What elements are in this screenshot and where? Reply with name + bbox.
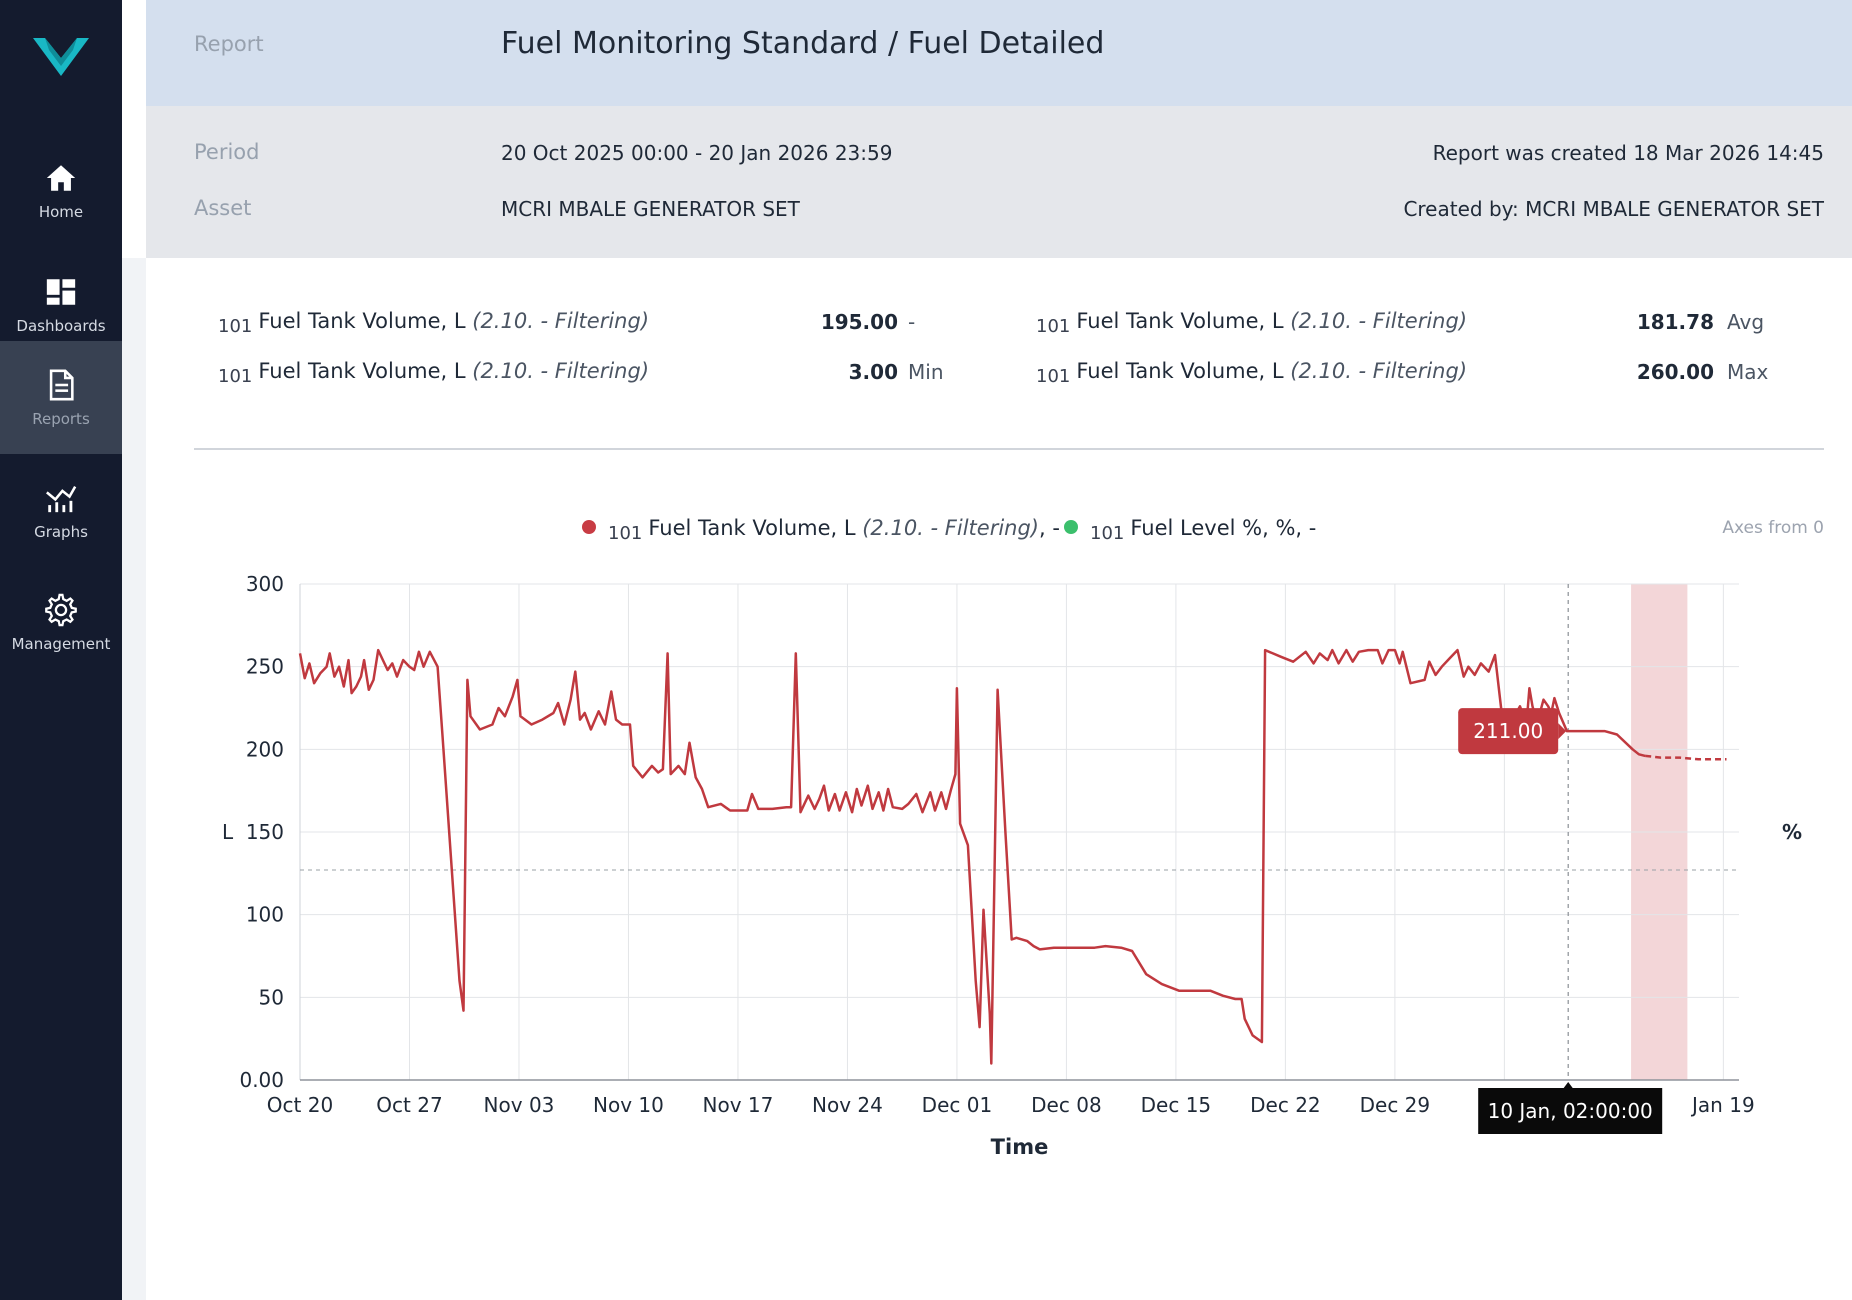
series-dot-icon xyxy=(582,520,596,534)
x-tick-label: Nov 24 xyxy=(812,1093,883,1117)
report-label: Report xyxy=(194,32,264,56)
legend-suffix: , - xyxy=(1039,516,1060,540)
period-value: 20 Oct 2025 00:00 - 20 Jan 2026 23:59 xyxy=(501,141,893,165)
x-tick-label: Dec 29 xyxy=(1360,1093,1431,1117)
y-axis-label: L xyxy=(222,820,234,844)
brand-logo[interactable] xyxy=(33,36,89,80)
stat-prefix: 101 xyxy=(1036,366,1071,387)
stat-label: 101 Fuel Tank Volume, L (2.10. - Filterin… xyxy=(218,309,650,337)
x-tick-label: Oct 20 xyxy=(267,1093,333,1117)
chart-svg[interactable]: 0.00 50 100 150 200 250 300 Oct 20 Oct 27 Nov 03 N… xyxy=(146,560,1852,1180)
stat-prefix: 101 xyxy=(218,316,253,337)
stat-paren: (2.10. - Filtering) xyxy=(472,309,650,333)
x-axis-title: Time xyxy=(991,1135,1049,1159)
stat-name: Fuel Tank Volume, L xyxy=(258,359,466,383)
stat-paren: (2.10. - Filtering) xyxy=(472,359,650,383)
gear-icon xyxy=(45,593,77,626)
tooltip-value-pointer xyxy=(1558,723,1567,740)
sidebar-item-label: Graphs xyxy=(34,522,88,541)
stat-label: 101 Fuel Tank Volume, L (2.10. - Filterin… xyxy=(1036,359,1468,387)
report-meta: Period 20 Oct 2025 00:00 - 20 Jan 2026 2… xyxy=(146,106,1852,258)
reports-icon xyxy=(49,369,74,400)
legend-item-fuel-volume[interactable]: 101 Fuel Tank Volume, L (2.10. - Filterin… xyxy=(582,516,1060,544)
sidebar-item-management[interactable]: Management xyxy=(0,566,122,679)
sidebar-item-dashboards[interactable]: Dashboards xyxy=(0,248,122,361)
stat-value: 260.00 xyxy=(1636,360,1714,384)
stat-name: Fuel Tank Volume, L xyxy=(1076,359,1284,383)
x-tick-label: Dec 15 xyxy=(1141,1093,1212,1117)
asset-value: MCRI MBALE GENERATOR SET xyxy=(501,197,800,221)
sidebar-item-label: Home xyxy=(38,202,84,221)
stat-kind: Min xyxy=(908,360,944,384)
tooltip-value: 211.00 xyxy=(1473,719,1543,743)
y-tick-label: 150 xyxy=(246,820,284,844)
page-title: Fuel Monitoring Standard / Fuel Detailed xyxy=(501,26,1105,61)
stat-kind: Avg xyxy=(1727,310,1765,334)
dashboards-icon xyxy=(46,278,76,305)
sidebar-item-home[interactable]: Home xyxy=(0,134,122,247)
legend-paren: (2.10. - Filtering) xyxy=(862,516,1039,540)
legend-item-fuel-level[interactable]: 101 Fuel Level %, %, - xyxy=(1064,516,1317,544)
x-tick-label: Oct 27 xyxy=(376,1093,442,1117)
crosshair-label-box xyxy=(1478,1088,1663,1134)
y-tick-label: 300 xyxy=(246,572,284,596)
created-by: Created by: MCRI MBALE GENERATOR SET xyxy=(1403,197,1824,221)
created-date: Report was created 18 Mar 2026 14:45 xyxy=(1432,141,1824,165)
report-header: Report Fuel Monitoring Standard / Fuel D… xyxy=(146,0,1852,106)
sidebar-item-graphs[interactable]: Graphs xyxy=(0,454,122,567)
x-tick-label: Jan 19 xyxy=(1690,1093,1755,1117)
stat-value: 181.78 xyxy=(1636,310,1714,334)
sidebar-item-label: Management xyxy=(11,634,111,653)
legend-prefix: 101 xyxy=(1090,523,1125,544)
stat-label: 101 Fuel Tank Volume, L (2.10. - Filterin… xyxy=(218,359,650,387)
series-line-fuel-volume xyxy=(298,648,1646,1065)
scroll-gutter xyxy=(122,258,146,1300)
fuel-chart[interactable]: 0.00 50 100 150 200 250 300 Oct 20 Oct 27 Nov 03 N… xyxy=(146,560,1852,1180)
x-tick-label: Dec 22 xyxy=(1250,1093,1321,1117)
x-tick-label: Dec 08 xyxy=(1031,1093,1102,1117)
stat-name: Fuel Tank Volume, L xyxy=(258,309,466,333)
graphs-icon xyxy=(46,485,77,512)
stat-paren: (2.10. - Filtering) xyxy=(1290,309,1468,333)
y-tick-label: 200 xyxy=(246,737,284,761)
legend-name: Fuel Tank Volume, L xyxy=(648,516,863,540)
legend-name: Fuel Level %, %, - xyxy=(1130,516,1317,540)
y-tick-label: 0.00 xyxy=(239,1068,284,1092)
series-dot-icon xyxy=(1064,520,1078,534)
axes-from-zero-toggle[interactable]: Axes from 0 xyxy=(1722,518,1824,538)
stat-value: 195.00 xyxy=(820,310,898,334)
y-tick-label: 50 xyxy=(259,985,284,1009)
crosshair-label: 10 Jan, 02:00:00 xyxy=(1488,1099,1653,1123)
stat-prefix: 101 xyxy=(218,366,253,387)
sidebar-item-label: Reports xyxy=(32,409,90,428)
stat-label: 101 Fuel Tank Volume, L (2.10. - Filterin… xyxy=(1036,309,1468,337)
stat-prefix: 101 xyxy=(1036,316,1071,337)
x-tick-label: Nov 10 xyxy=(593,1093,664,1117)
x-tick-label: Dec 01 xyxy=(922,1093,993,1117)
section-divider xyxy=(194,448,1824,450)
sidebar-item-reports[interactable]: Reports xyxy=(0,341,122,454)
period-label: Period xyxy=(194,140,260,164)
y-tick-label: 250 xyxy=(246,655,284,679)
stat-paren: (2.10. - Filtering) xyxy=(1290,359,1468,383)
legend-prefix: 101 xyxy=(608,523,643,544)
stat-name: Fuel Tank Volume, L xyxy=(1076,309,1284,333)
home-icon xyxy=(46,164,76,191)
y2-axis-label: % xyxy=(1782,820,1802,844)
stat-kind: Max xyxy=(1727,360,1769,384)
stat-kind: - xyxy=(908,310,916,334)
tooltip-value-box xyxy=(1458,708,1559,755)
series-line-fuel-volume-dashed xyxy=(1645,754,1727,761)
asset-label: Asset xyxy=(194,196,252,220)
stat-value: 3.00 xyxy=(848,360,898,384)
x-tick-label: Nov 17 xyxy=(703,1093,774,1117)
sidebar-item-label: Dashboards xyxy=(16,316,106,335)
sidebar: Home Dashboards Reports Gr xyxy=(0,0,122,1300)
x-tick-label: Nov 03 xyxy=(484,1093,555,1117)
y-tick-label: 100 xyxy=(246,903,284,927)
